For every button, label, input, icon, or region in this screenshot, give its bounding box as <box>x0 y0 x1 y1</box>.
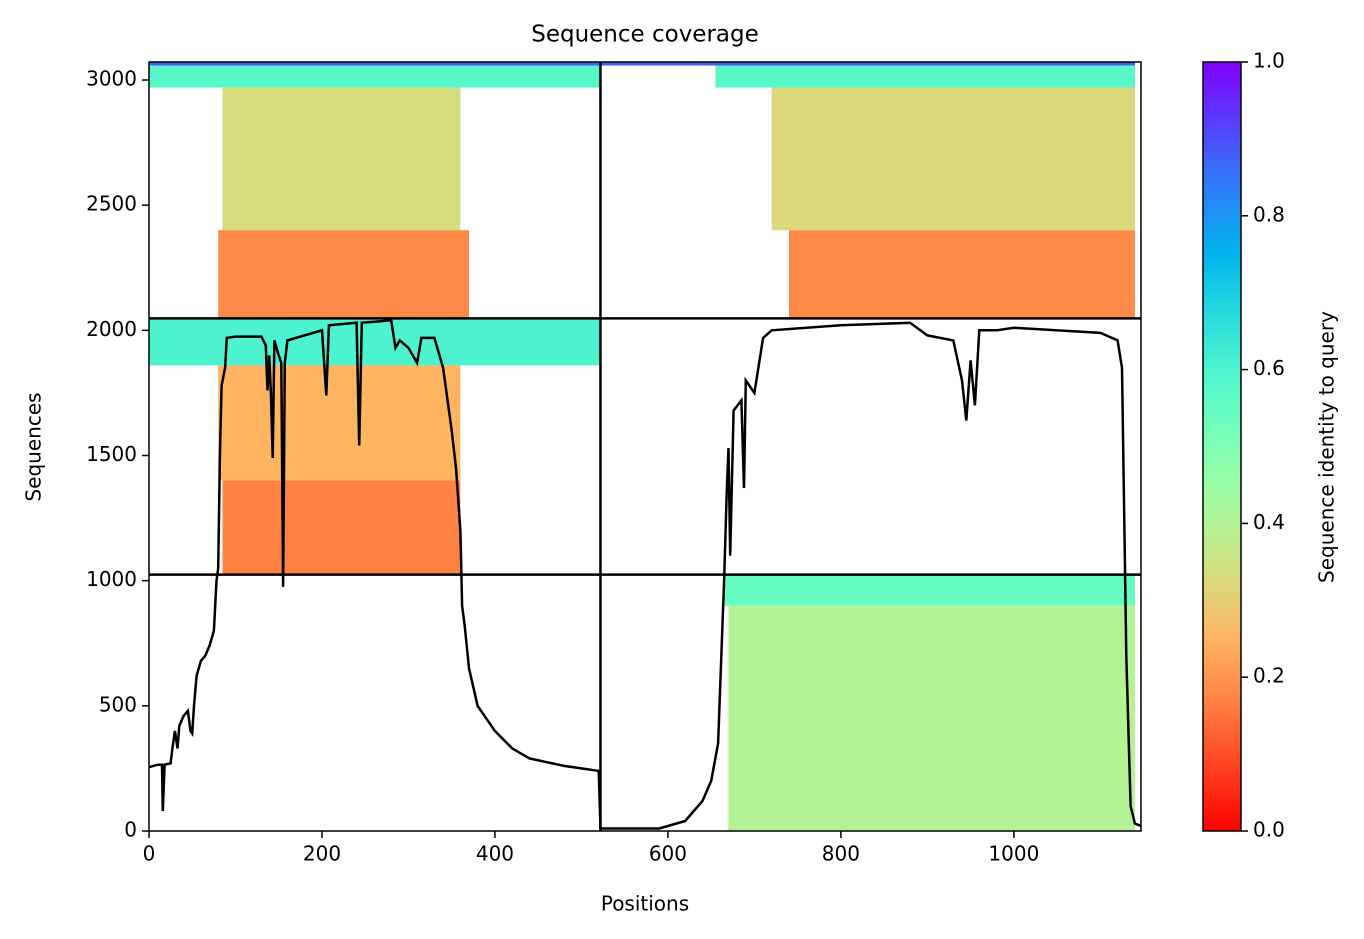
plot-frame <box>148 61 1142 832</box>
coverage-block <box>789 230 1135 318</box>
chart-title: Sequence coverage <box>531 22 759 48</box>
x-tick-label: 800 <box>822 842 860 866</box>
x-tick-label: 200 <box>303 842 341 866</box>
y-tick-label: 0 <box>124 818 137 842</box>
coverage-block <box>149 62 601 88</box>
coverage-block <box>728 605 1135 831</box>
y-tick-label: 2000 <box>86 317 137 341</box>
coverage-block <box>715 62 1135 88</box>
colorbar-tick-label: 0.0 <box>1253 818 1285 842</box>
y-axis-label: Sequences <box>22 392 46 501</box>
colorbar-tick-label: 1.0 <box>1253 49 1285 73</box>
colorbar-tick-label: 0.8 <box>1253 202 1285 226</box>
coverage-block <box>218 365 461 481</box>
x-axis-label: Positions <box>601 892 689 916</box>
coverage-block <box>771 87 1135 231</box>
y-tick-label: 3000 <box>86 67 137 91</box>
coverage-block <box>724 574 1135 606</box>
y-tick-label: 2500 <box>86 192 137 216</box>
y-tick-label: 500 <box>99 692 137 716</box>
y-tick-label: 1000 <box>86 567 137 591</box>
colorbar <box>1202 61 1242 832</box>
y-tick-label: 1500 <box>86 442 137 466</box>
coverage-block <box>149 318 601 366</box>
colorbar-tick-label: 0.2 <box>1253 664 1285 688</box>
x-tick-label: 400 <box>476 842 514 866</box>
colorbar-tick-label: 0.6 <box>1253 356 1285 380</box>
coverage-block <box>149 62 1135 66</box>
coverage-block <box>218 230 469 318</box>
coverage-block <box>222 87 461 231</box>
colorbar-label: Sequence identity to query <box>1315 311 1339 583</box>
coverage-line <box>148 318 1142 830</box>
colorbar-tick-label: 0.4 <box>1253 510 1285 534</box>
x-tick-label: 600 <box>649 842 687 866</box>
x-tick-label: 1000 <box>988 842 1039 866</box>
x-tick-label: 0 <box>143 842 156 866</box>
coverage-block <box>222 480 461 575</box>
